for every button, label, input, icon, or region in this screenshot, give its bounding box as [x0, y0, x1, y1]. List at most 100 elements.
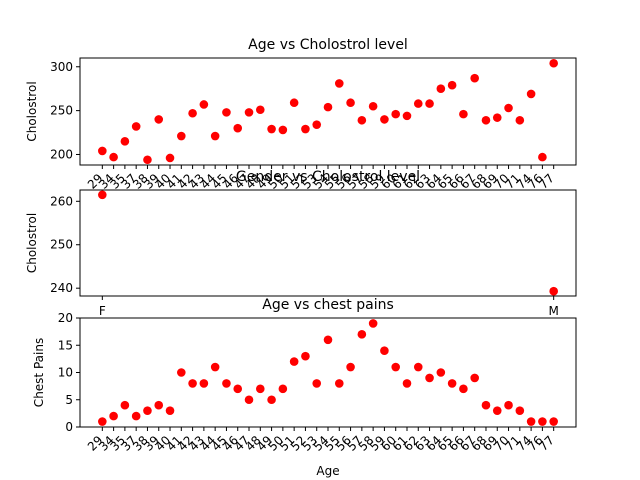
data-point — [549, 58, 558, 68]
data-point — [301, 124, 310, 134]
data-point — [98, 190, 107, 200]
chart-title: Gender vs Cholostrol level — [236, 169, 420, 185]
y-tick-label: 240 — [50, 281, 73, 295]
data-point — [470, 73, 479, 83]
data-point — [278, 125, 288, 135]
data-point — [120, 137, 130, 146]
data-point — [357, 115, 367, 125]
data-point — [492, 406, 502, 415]
data-point — [289, 357, 299, 366]
data-point — [165, 153, 175, 163]
data-point — [391, 109, 401, 119]
data-point — [413, 99, 423, 108]
data-point — [459, 384, 468, 394]
data-point — [154, 400, 164, 410]
data-point — [233, 384, 243, 394]
data-point — [402, 111, 412, 121]
age-vs-cholesterol-chart: Cholostrol 20025030029343537383940414243… — [25, 37, 577, 192]
y-axis-label: Cholostrol — [25, 213, 39, 273]
data-point — [143, 406, 152, 415]
data-point — [233, 123, 243, 133]
data-point — [278, 384, 288, 394]
data-point — [323, 102, 333, 112]
data-point — [470, 373, 479, 383]
data-point — [515, 115, 525, 125]
data-point — [131, 122, 141, 131]
y-tick-label: 10 — [58, 366, 73, 380]
data-point — [459, 109, 468, 119]
data-point — [222, 379, 231, 388]
data-point — [334, 379, 344, 388]
data-point — [515, 406, 525, 415]
data-point — [481, 400, 491, 410]
plot-frame — [79, 189, 577, 297]
x-tick-label: M — [549, 304, 559, 318]
y-tick-label: 250 — [50, 238, 73, 252]
y-axis-label: Cholostrol — [25, 81, 39, 141]
data-point — [549, 417, 558, 426]
data-point — [413, 362, 423, 372]
y-tick-label: 0 — [65, 420, 73, 434]
y-tick-label: 260 — [50, 194, 73, 208]
chart-title: Age vs Cholostrol level — [248, 37, 408, 53]
data-point — [244, 395, 254, 405]
data-point — [447, 379, 457, 388]
data-point — [346, 362, 355, 372]
data-point — [368, 101, 378, 111]
data-point — [538, 417, 547, 426]
data-point — [368, 319, 378, 328]
data-point — [357, 330, 367, 339]
data-point — [210, 362, 220, 372]
data-point — [312, 379, 322, 388]
data-point — [222, 108, 231, 117]
data-point — [131, 411, 141, 421]
data-point — [154, 115, 164, 124]
data-point — [549, 286, 558, 296]
data-point — [323, 335, 333, 345]
data-point — [447, 80, 457, 90]
data-point — [255, 105, 265, 115]
data-point — [143, 155, 152, 165]
data-point — [526, 417, 536, 426]
data-point — [98, 146, 107, 156]
data-point — [380, 346, 389, 356]
data-point — [188, 379, 197, 388]
data-point — [267, 124, 276, 134]
y-tick-label: 5 — [65, 393, 73, 407]
y-tick-label: 20 — [58, 311, 73, 325]
y-tick-label: 15 — [58, 338, 73, 352]
data-point — [255, 384, 265, 394]
data-point — [504, 400, 513, 410]
data-point — [425, 99, 434, 108]
y-tick-label: 200 — [50, 147, 73, 161]
data-point — [391, 362, 401, 372]
data-point — [98, 417, 107, 426]
data-point — [165, 406, 175, 415]
data-point — [346, 98, 355, 108]
data-point — [425, 373, 434, 383]
data-point — [177, 131, 186, 141]
data-point — [109, 411, 118, 421]
data-point — [199, 100, 209, 109]
y-axis-label: Chest Pains — [32, 338, 46, 407]
data-point — [120, 400, 130, 410]
data-point — [109, 152, 118, 162]
data-point — [504, 103, 513, 113]
chart-title: Age vs chest pains — [262, 297, 394, 313]
data-point — [492, 113, 502, 122]
x-tick-label: F — [99, 304, 106, 318]
data-point — [312, 120, 322, 129]
data-point — [526, 89, 536, 99]
data-point — [334, 79, 344, 88]
gender-vs-cholesterol-chart: Cholostrol 240 250 260 F M Gender vs Cholostr… — [25, 169, 577, 318]
data-point — [538, 152, 547, 162]
x-axis-label: Age — [316, 464, 339, 478]
data-point — [188, 108, 197, 118]
age-vs-chest-pains-chart: Chest Pains Age 051015202934353738394041… — [32, 297, 577, 478]
data-point — [380, 115, 389, 124]
data-point — [436, 368, 446, 377]
data-point — [267, 395, 276, 405]
y-tick-label: 250 — [50, 104, 73, 118]
